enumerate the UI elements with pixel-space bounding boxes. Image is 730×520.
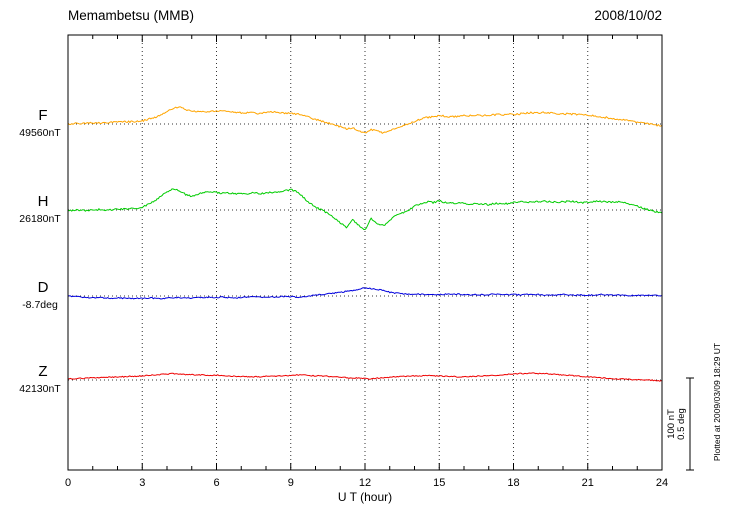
x-tick-label: 15 (433, 477, 445, 489)
scale-label-nt: 100 nT (666, 409, 677, 439)
trace-basevalue-F: 49560nT (19, 127, 61, 139)
trace-letter-F: F (38, 107, 47, 124)
page-title: Memambetsu (MMB) (68, 8, 194, 23)
x-tick-label: 0 (65, 477, 71, 489)
plotted-at-label: Plotted at 2009/03/09 18:29 UT (712, 343, 722, 461)
grid-and-ticks: 0 3 6 9 12 15 18 21 24 (65, 35, 668, 489)
trace-D (67, 287, 663, 300)
x-tick-label: 21 (582, 477, 594, 489)
x-tick-label: 24 (656, 477, 668, 489)
trace-H (67, 188, 663, 230)
x-tick-label: 6 (213, 477, 219, 489)
trace-Z (67, 372, 663, 382)
trace-F (67, 106, 663, 134)
plot-border (67, 34, 663, 471)
date-label: 2008/10/02 (594, 8, 662, 23)
trace-basevalue-D: -8.7deg (22, 299, 58, 311)
trace-letter-D: D (38, 279, 49, 296)
scale-bar: 100 nT 0.5 deg (666, 377, 694, 471)
x-tick-label: 3 (139, 477, 145, 489)
x-tick-label: 9 (288, 477, 294, 489)
x-tick-label: 12 (359, 477, 371, 489)
trace-basevalue-Z: 42130nT (19, 383, 61, 395)
scale-label-deg: 0.5 deg (676, 408, 687, 440)
x-axis-label: U T (hour) (338, 490, 392, 504)
trace-letter-H: H (38, 193, 49, 210)
trace-letter-Z: Z (38, 363, 47, 380)
trace-basevalue-H: 26180nT (19, 213, 61, 225)
x-tick-label: 18 (507, 477, 519, 489)
trace-group: F 49560nT H 26180nT D -8.7deg Z 42130nT (19, 106, 663, 395)
